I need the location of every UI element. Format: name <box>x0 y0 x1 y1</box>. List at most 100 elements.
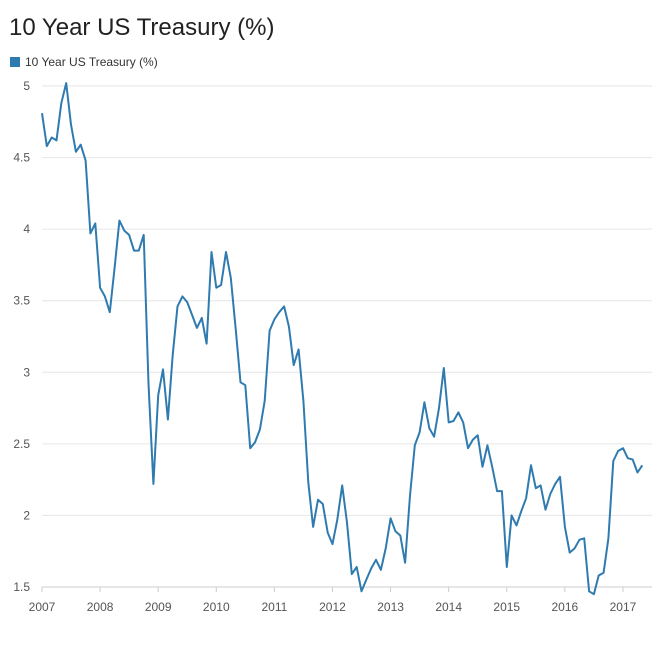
data-point[interactable] <box>600 569 608 577</box>
data-point[interactable] <box>503 563 511 571</box>
data-point[interactable] <box>546 490 554 498</box>
data-point[interactable] <box>483 441 491 449</box>
data-point[interactable] <box>474 431 482 439</box>
data-point[interactable] <box>38 109 46 117</box>
data-point[interactable] <box>319 500 327 508</box>
data-point[interactable] <box>372 556 380 564</box>
data-point[interactable] <box>270 315 278 323</box>
data-point[interactable] <box>96 284 104 292</box>
data-point[interactable] <box>256 426 264 434</box>
data-point[interactable] <box>115 217 123 225</box>
data-point[interactable] <box>145 380 153 388</box>
data-point[interactable] <box>522 494 530 502</box>
data-point[interactable] <box>430 433 438 441</box>
data-point[interactable] <box>159 365 167 373</box>
data-point[interactable] <box>377 566 385 574</box>
data-point[interactable] <box>416 428 424 436</box>
data-point[interactable] <box>188 311 196 319</box>
data-point[interactable] <box>367 564 375 572</box>
data-point[interactable] <box>82 156 90 164</box>
data-point[interactable] <box>77 141 85 149</box>
data-point[interactable] <box>285 323 293 331</box>
data-point[interactable] <box>513 521 521 529</box>
data-point[interactable] <box>561 523 569 531</box>
data-point[interactable] <box>169 351 177 359</box>
data-point[interactable] <box>86 229 94 237</box>
data-point[interactable] <box>333 516 341 524</box>
data-point[interactable] <box>454 408 462 416</box>
data-point[interactable] <box>411 441 419 449</box>
data-point[interactable] <box>479 463 487 471</box>
data-point[interactable] <box>125 231 133 239</box>
data-point[interactable] <box>459 418 467 426</box>
data-point[interactable] <box>217 281 225 289</box>
data-point[interactable] <box>362 576 370 584</box>
data-point[interactable] <box>498 487 506 495</box>
data-point[interactable] <box>304 479 312 487</box>
data-point[interactable] <box>527 461 535 469</box>
data-point[interactable] <box>382 544 390 552</box>
data-point[interactable] <box>203 340 211 348</box>
data-point[interactable] <box>183 298 191 306</box>
data-point[interactable] <box>537 481 545 489</box>
chart-legend[interactable]: 10 Year US Treasury (%) <box>10 55 158 69</box>
data-point[interactable] <box>609 457 617 465</box>
data-point[interactable] <box>222 248 230 256</box>
data-point[interactable] <box>261 397 269 405</box>
data-point[interactable] <box>551 480 559 488</box>
data-point[interactable] <box>488 463 496 471</box>
data-point[interactable] <box>72 148 80 156</box>
data-point[interactable] <box>508 511 516 519</box>
data-point[interactable] <box>629 456 637 464</box>
data-point[interactable] <box>241 381 249 389</box>
data-point[interactable] <box>517 507 525 515</box>
data-point[interactable] <box>571 544 579 552</box>
data-point[interactable] <box>299 397 307 405</box>
data-point[interactable] <box>396 532 404 540</box>
data-point[interactable] <box>406 493 414 501</box>
data-point[interactable] <box>604 534 612 542</box>
data-point[interactable] <box>425 424 433 432</box>
data-point[interactable] <box>435 404 443 412</box>
data-point[interactable] <box>154 391 162 399</box>
data-point[interactable] <box>208 248 216 256</box>
data-point[interactable] <box>638 461 646 469</box>
data-point[interactable] <box>198 314 206 322</box>
data-point[interactable] <box>590 590 598 598</box>
data-point[interactable] <box>387 514 395 522</box>
data-point[interactable] <box>280 302 288 310</box>
data-point[interactable] <box>164 416 172 424</box>
data-point[interactable] <box>440 364 448 372</box>
data-point[interactable] <box>193 324 201 332</box>
data-point[interactable] <box>43 142 51 150</box>
data-point[interactable] <box>464 444 472 452</box>
data-point[interactable] <box>251 438 259 446</box>
data-point[interactable] <box>57 99 65 107</box>
data-point[interactable] <box>53 136 61 144</box>
data-point[interactable] <box>343 519 351 527</box>
series-line-0[interactable] <box>41 82 644 596</box>
data-point[interactable] <box>101 292 109 300</box>
data-point[interactable] <box>140 231 148 239</box>
data-point[interactable] <box>619 444 627 452</box>
data-point[interactable] <box>348 570 356 578</box>
data-point[interactable] <box>106 308 114 316</box>
data-point[interactable] <box>290 361 298 369</box>
data-point[interactable] <box>542 506 550 514</box>
data-point[interactable] <box>149 480 157 488</box>
data-point[interactable] <box>309 523 317 531</box>
data-point[interactable] <box>358 587 366 595</box>
data-point[interactable] <box>324 529 332 537</box>
data-point[interactable] <box>227 274 235 282</box>
data-point[interactable] <box>67 121 75 129</box>
data-point[interactable] <box>634 469 642 477</box>
data-point[interactable] <box>556 473 564 481</box>
data-point[interactable] <box>338 481 346 489</box>
data-point[interactable] <box>420 398 428 406</box>
data-point[interactable] <box>401 559 409 567</box>
data-point[interactable] <box>295 345 303 353</box>
data-point[interactable] <box>111 264 119 272</box>
data-point[interactable] <box>135 247 143 255</box>
data-point[interactable] <box>91 219 99 227</box>
data-point[interactable] <box>353 563 361 571</box>
